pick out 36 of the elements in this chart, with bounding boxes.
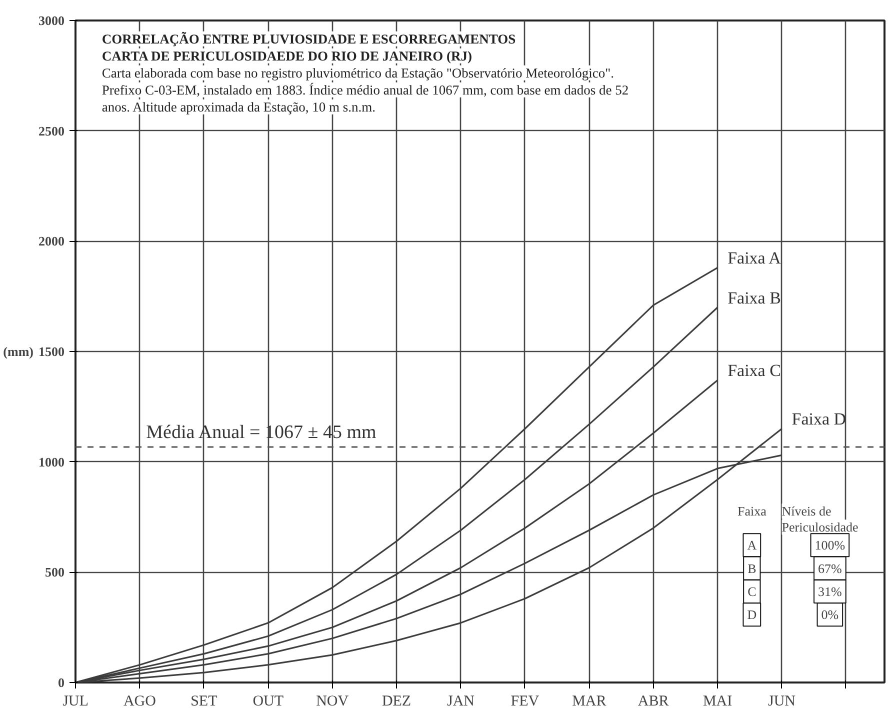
text: 31% — [818, 584, 842, 599]
x-tick-label: OUT — [252, 694, 284, 710]
annotation: B — [748, 560, 757, 576]
y-tick-label: 3000 — [38, 13, 64, 28]
y-tick-label: 0 — [58, 675, 64, 690]
text: 0% — [821, 607, 839, 622]
x-tick-label: JUN — [768, 694, 796, 710]
text: CORRELAÇÃO ENTRE PLUVIOSIDADE E ESCORREGAMENTOS — [102, 31, 516, 46]
text: CARTA DE PERICULOSIDAEDE DO RIO DE JANEIRO (RJ) — [102, 48, 472, 64]
text: 67% — [818, 560, 842, 576]
annotation: D — [747, 607, 757, 622]
x-tick-label: AGO — [123, 694, 156, 710]
x-tick-label: SET — [190, 694, 218, 710]
x-tick-label: MAR — [572, 694, 606, 710]
annotation: Carta elaborada com base no registro pluviométrico da Estação "Observatório Meteorológico". Prefixo C-03-EM, instalado em 1883. Índice médio anual de 1067 mm, com base em dados de 52 anos. Altitude aproximada da Estação, 10 m s.n.m. — [102, 65, 629, 114]
x-tick-label: DEZ — [382, 694, 412, 710]
x-tick-label: ABR — [638, 694, 669, 710]
y-tick-label: 500 — [45, 564, 64, 580]
y-tick-label: 2000 — [38, 234, 64, 249]
y-tick-label: 1000 — [38, 454, 64, 470]
x-tick-label: MAI — [702, 694, 732, 710]
x-tick-label: NOV — [316, 694, 349, 710]
x-tick-label: JUL — [62, 694, 88, 710]
y-tick-label: 1500 — [38, 344, 64, 359]
annotation: C — [748, 584, 756, 599]
x-tick-label: JAN — [446, 694, 475, 710]
text: 100% — [814, 538, 846, 553]
x-tick-label: FEV — [510, 694, 540, 710]
annotation: Níveis de Periculosidade — [782, 504, 859, 535]
annotation: Faixa — [737, 504, 767, 519]
y-axis-title: (mm) — [3, 344, 34, 359]
series-label: Faixa C — [728, 361, 781, 380]
series-label: Faixa A — [728, 248, 782, 268]
series-label: Faixa B — [728, 288, 781, 308]
y-tick-label: 2500 — [38, 123, 64, 138]
annotation: A — [747, 538, 758, 553]
